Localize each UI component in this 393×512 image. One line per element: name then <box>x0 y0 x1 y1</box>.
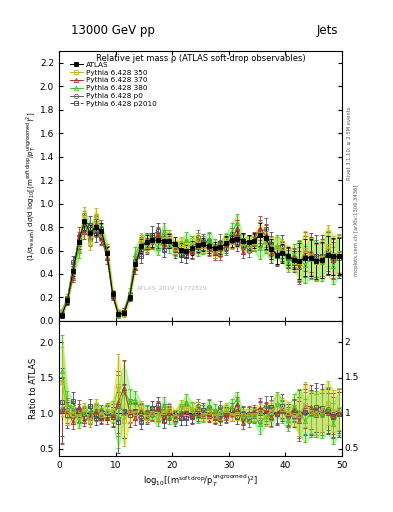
Text: Rivet 3.1.10; ≥ 2.5M events: Rivet 3.1.10; ≥ 2.5M events <box>347 106 352 180</box>
Y-axis label: $(1/\sigma_{\rm resum})$ d$\sigma$/d log$_{10}$[(m$^{\rm soft\,drop}$/$p_T^{\rm : $(1/\sigma_{\rm resum})$ d$\sigma$/d log… <box>25 112 39 261</box>
Text: 0.5: 0.5 <box>345 444 359 453</box>
Y-axis label: Ratio to ATLAS: Ratio to ATLAS <box>29 358 39 419</box>
Text: 1.5: 1.5 <box>345 373 359 382</box>
Text: Relative jet mass ρ (ATLAS soft-drop observables): Relative jet mass ρ (ATLAS soft-drop obs… <box>95 54 305 63</box>
X-axis label: log$_{10}$[(m$^{\rm soft\,drop}$/p$_T^{\rm ungroomed}$)$^2$]: log$_{10}$[(m$^{\rm soft\,drop}$/p$_T^{\… <box>143 472 258 488</box>
Text: Jets: Jets <box>316 24 338 37</box>
Text: 13000 GeV pp: 13000 GeV pp <box>71 24 154 37</box>
Text: mcplots.cern.ch [arXiv:1306.3436]: mcplots.cern.ch [arXiv:1306.3436] <box>354 185 359 276</box>
Text: ATLAS_2019_I1772819: ATLAS_2019_I1772819 <box>137 286 208 291</box>
Text: 1: 1 <box>345 409 351 418</box>
Legend: ATLAS, Pythia 6.428 350, Pythia 6.428 370, Pythia 6.428 380, Pythia 6.428 p0, Py: ATLAS, Pythia 6.428 350, Pythia 6.428 37… <box>68 60 158 109</box>
Text: 2: 2 <box>345 337 351 347</box>
